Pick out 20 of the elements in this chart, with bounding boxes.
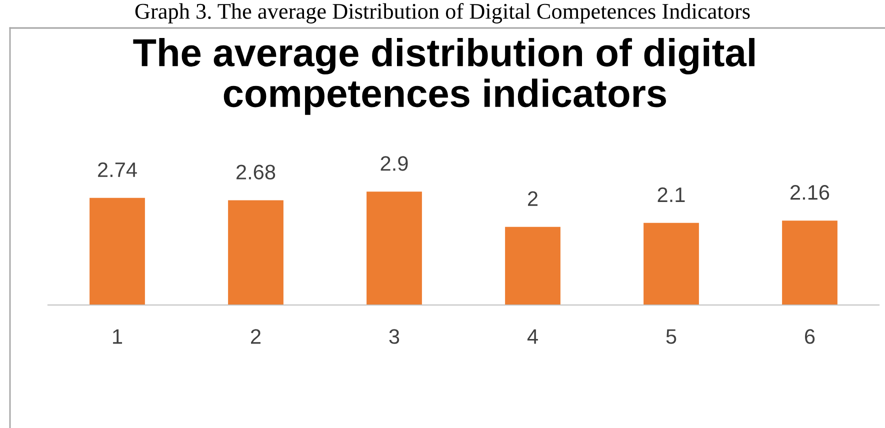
caption: Graph 3. The average Distribution of Digital Competences Indicators [135,3,750,24]
bar [782,220,838,305]
bar [644,222,699,305]
x-tick-label: 6 [805,329,815,344]
x-tick-label: 4 [527,329,538,344]
data-label: 2.16 [790,185,830,200]
bar [90,198,145,305]
data-label: 2.9 [380,156,408,171]
data-label: 2.68 [236,164,276,180]
bar [228,200,284,305]
data-label: 2 [528,191,538,206]
bar [505,226,560,305]
x-tick-label: 5 [666,329,676,344]
x-tick-label: 3 [389,329,400,344]
data-label: 2.74 [98,162,137,177]
bar [366,192,422,305]
data-label: 2.1 [658,187,685,202]
x-tick-label: 1 [113,329,122,344]
x-tick-label: 2 [251,329,260,344]
chart-title: The average distribution of digital competences indicators [133,38,754,115]
